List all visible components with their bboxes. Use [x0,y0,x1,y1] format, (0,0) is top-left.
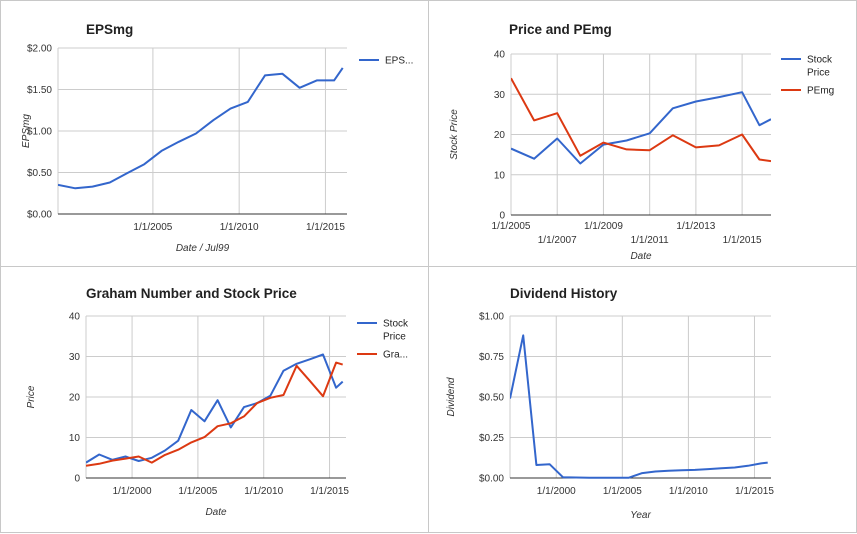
x-tick-label: 1/1/2005 [133,222,172,233]
chart-panel-dividend: Dividend History $0.00 $0.25 $0.50 $0.75 $1.0… [428,266,857,533]
y-tick-label: 10 [69,433,81,444]
series-line-1 [510,334,768,479]
chart-panel-price-pe: Price and PEmg 0 10 20 30 40 1/1/2005 1/1/2007 1… [428,0,857,267]
x-tick-label: 1/1/2007 [538,235,577,246]
y-tick-label: $0.75 [479,352,504,363]
x-tick-label: 1/1/2015 [310,486,349,497]
chart-panel-eps: EPSmg $0.00 $0.50 $1.00 $1.50 $2.00 1/1/2005 1/… [0,0,429,267]
y-axis-label: Dividend [446,377,457,416]
y-tick-label: $0.00 [479,474,504,485]
series-line-2 [86,361,343,467]
x-tick-label: 1/1/2000 [537,486,576,497]
x-tick-label: 1/1/2005 [178,486,217,497]
y-tick-label: $0.50 [27,168,52,179]
y-tick-label: 10 [494,170,506,181]
x-tick-label: 1/1/2005 [492,221,531,232]
y-tick-label: $1.00 [479,312,504,323]
y-tick-label: 20 [69,393,81,404]
series-line-1 [58,67,344,190]
x-tick-label: 1/1/2010 [220,222,259,233]
legend-entry: Stock Price [807,55,833,79]
x-tick-label: 1/1/2015 [723,235,762,246]
series-line-2 [511,77,771,163]
series-line-1 [86,353,344,464]
x-tick-label: 1/1/2011 [631,235,670,246]
y-axis-label: EPSmg [21,114,32,148]
y-tick-label: 40 [69,312,81,323]
x-tick-label: 1/1/2010 [669,486,708,497]
x-tick-label: 1/1/2005 [603,486,642,497]
y-tick-label: $1.50 [27,85,52,96]
y-tick-label: $0.25 [479,433,504,444]
series-line-1 [511,91,771,165]
y-tick-label: 0 [74,474,80,485]
x-axis-label: Date [630,251,652,262]
chart-title-price-pe: Price and PEmg [509,22,612,37]
y-tick-label: 0 [499,211,505,222]
x-tick-label: 1/1/2000 [113,486,152,497]
y-axis-label: Price [26,385,37,408]
x-tick-label: 1/1/2010 [244,486,283,497]
y-tick-label: $0.00 [27,210,52,221]
x-tick-label: 1/1/2015 [735,486,774,497]
y-tick-label: 40 [494,50,506,61]
chart-panel-graham: Graham Number and Stock Price 0 10 20 30 40 1/… [0,266,429,533]
x-tick-label: 1/1/2013 [676,221,715,232]
chart-svg-dividend: Dividend History $0.00 $0.25 $0.50 $0.75 $1.0… [446,286,774,521]
chart-title-dividend: Dividend History [510,286,618,301]
y-tick-label: 20 [494,130,506,141]
chart-svg-price-pe: Price and PEmg 0 10 20 30 40 1/1/2005 1/1/2007 1… [449,22,834,262]
legend-entry: PEmg [807,86,834,97]
legend-entry: Stock Price [383,319,409,343]
chart-svg-eps: EPSmg $0.00 $0.50 $1.00 $1.50 $2.00 1/1/2005 1/… [21,22,413,254]
legend-entry: Gra... [383,350,408,361]
legend-entry: EPS... [385,56,413,67]
y-tick-label: $1.00 [27,127,52,138]
chart-title-graham: Graham Number and Stock Price [86,286,297,301]
y-tick-label: 30 [494,90,506,101]
x-tick-label: 1/1/2009 [584,221,623,232]
x-axis-label: Date [205,507,227,518]
y-axis-label: Stock Price [449,109,460,160]
y-tick-label: $0.50 [479,393,504,404]
x-tick-label: 1/1/2015 [306,222,345,233]
y-tick-label: 30 [69,352,81,363]
chart-svg-graham: Graham Number and Stock Price 0 10 20 30 40 1/… [26,286,409,518]
chart-title-eps: EPSmg [86,22,133,37]
x-axis-label: Year [630,510,651,521]
x-axis-label: Date / Jul99 [176,243,230,254]
y-tick-label: $2.00 [27,44,52,55]
